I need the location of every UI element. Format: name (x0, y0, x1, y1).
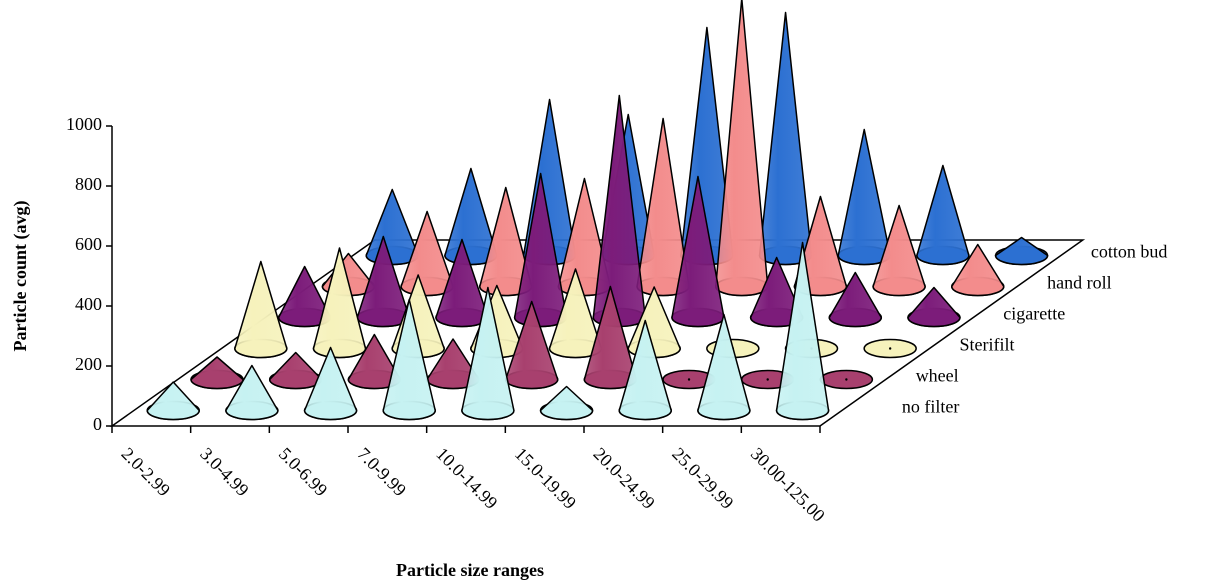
cone-body (828, 271, 883, 328)
x-tick-label: 25.0-29.99 (668, 444, 737, 513)
cone-tip (687, 378, 691, 381)
cone (303, 346, 358, 421)
x-tick-label: 10.0-14.99 (432, 444, 501, 513)
cone (994, 236, 1049, 266)
cone-body (994, 236, 1049, 266)
y-tick-label: 200 (75, 354, 102, 374)
legend-label: hand roll (1047, 273, 1112, 293)
cone-body (365, 188, 419, 266)
cone (775, 241, 830, 421)
cone (951, 243, 1005, 297)
x-tick-label: 15.0-19.99 (511, 444, 580, 513)
cone (828, 271, 883, 328)
cone-body (539, 385, 594, 421)
x-tick-label: 30.00-125.00 (747, 444, 829, 526)
cone-body (225, 364, 279, 421)
cone-body (715, 0, 769, 297)
cone-tip (845, 378, 848, 381)
cone-body (872, 204, 926, 297)
legend-label: Sterifilt (960, 335, 1015, 355)
cone-body (775, 241, 830, 421)
cone-body (916, 164, 970, 266)
x-tick-label: 5.0-6.99 (275, 444, 332, 501)
y-tick-label: 600 (75, 234, 102, 254)
x-axis-title: Particle size ranges (396, 560, 544, 580)
cone (863, 338, 917, 359)
y-tick-label: 0 (93, 414, 102, 434)
cone-tip (888, 347, 892, 350)
cone (715, 0, 769, 297)
cone (365, 188, 419, 266)
cone-body (146, 381, 200, 421)
cone (190, 356, 244, 390)
y-tick-label: 1000 (66, 114, 102, 134)
x-tick-label: 7.0-9.99 (354, 444, 411, 501)
legend-label: cigarette (1003, 304, 1065, 324)
cone-body (837, 128, 891, 266)
legend-label: cotton bud (1091, 242, 1168, 262)
x-tick-label: 20.0-24.99 (590, 444, 659, 513)
cone-body (268, 351, 323, 390)
cone (225, 364, 279, 421)
cone (758, 11, 813, 266)
cone (819, 369, 874, 390)
cone-body (618, 319, 672, 421)
x-tick-label: 2.0-2.99 (118, 444, 175, 501)
cone-body (461, 286, 515, 421)
cone (382, 298, 436, 421)
cone-body (951, 243, 1005, 297)
legend-label: wheel (916, 366, 959, 386)
cone (837, 128, 891, 266)
cone (697, 313, 751, 421)
cone-body (382, 298, 436, 421)
cone (539, 385, 594, 421)
cone (916, 164, 970, 266)
cone-body (697, 313, 751, 421)
x-tick-label: 3.0-4.99 (196, 444, 253, 501)
cone (146, 381, 200, 421)
y-tick-label: 400 (75, 294, 102, 314)
cone (872, 204, 926, 297)
cone (234, 260, 288, 359)
y-axis-title: Particle count (avg) (10, 201, 31, 352)
cone-body (303, 346, 358, 421)
cone (618, 319, 672, 421)
cone (461, 286, 515, 421)
cone-body (758, 11, 813, 266)
cone (312, 247, 367, 359)
y-tick-label: 800 (75, 174, 102, 194)
cone-body (907, 286, 961, 328)
cone (907, 286, 961, 328)
cone-tip (766, 378, 769, 381)
cone-body (190, 356, 244, 390)
cone (435, 238, 489, 328)
legend-label: no filter (902, 397, 959, 417)
cone-body (234, 260, 288, 359)
cone (268, 351, 323, 390)
